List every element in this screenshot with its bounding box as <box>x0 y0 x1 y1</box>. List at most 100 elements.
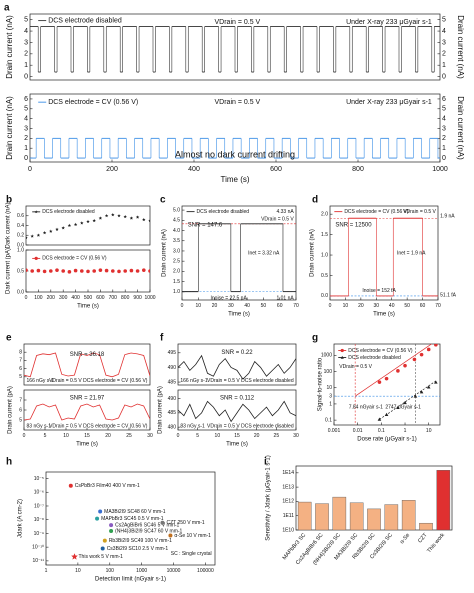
legend-label: DCS electrode disabled <box>42 209 95 215</box>
x-tick-label: 30 <box>228 303 234 309</box>
marker <box>55 227 59 231</box>
point-label: Rb3Bi2I9 SC49 100 V mm-1 <box>109 538 172 544</box>
annotation: Inet = 3.32 nA <box>248 250 280 256</box>
x-tick-label: 500 <box>84 295 93 301</box>
x-tick-label: 0 <box>28 166 32 173</box>
annotation: SNR = 0.112 <box>220 396 255 402</box>
annotation: VDrain = 0.5 V DCS electrode disabled <box>207 378 294 384</box>
x-tick-label: 10 <box>215 433 221 439</box>
y-tick-label: 1.0 <box>17 247 24 253</box>
annotation: SNR = 36.18 <box>70 352 105 358</box>
marker <box>30 234 34 238</box>
y-tick-label: 2 <box>24 135 28 142</box>
bar <box>332 496 347 530</box>
x-axis-label: Dose rate (μGyair s-1) <box>357 437 416 443</box>
y-axis-label: Sensitivity / Jdark (μGyair-1 s-1) <box>266 455 272 540</box>
y2-tick-label: 0 <box>442 155 446 162</box>
marker <box>412 357 417 362</box>
plot-frame <box>23 343 151 386</box>
y-tick-label: 4.0 <box>173 228 180 234</box>
y-tick-label: 1.5 <box>321 232 328 238</box>
annotation: 166 nGy s-1 <box>27 378 54 384</box>
legend-label: DCS electrode = CV (0.56 V) <box>42 256 107 262</box>
annotation: SNR = 0.22 <box>221 350 253 356</box>
marker <box>42 231 47 235</box>
y-tick-label: 0.6 <box>17 213 24 219</box>
x-tick-label: 20 <box>212 303 218 309</box>
bar <box>401 500 416 530</box>
x-tick-label: 800 <box>352 166 364 173</box>
point-label: This work 5 V mm-1 <box>79 554 124 560</box>
y-tick-label: 0.0 <box>17 289 24 295</box>
plot-frame <box>29 93 441 163</box>
plot-frame <box>333 343 441 426</box>
x-axis-label: Time (s) <box>226 442 248 448</box>
marker <box>42 269 47 274</box>
marker <box>168 533 173 538</box>
x-tick-label: 25 <box>274 433 280 439</box>
x-tick-label: 60 <box>277 303 283 309</box>
panel-label: c <box>160 195 166 206</box>
y-tick-label: 5 <box>19 417 22 423</box>
x-tick-label: 70 <box>293 303 299 309</box>
marker <box>396 369 400 373</box>
annotation: VDrain = 0.5 V <box>215 19 261 26</box>
y-tick-label: 5 <box>24 106 28 113</box>
annotation: SNR = 21.97 <box>70 396 105 402</box>
x-tick-label: 0 <box>25 295 28 301</box>
bar <box>297 501 312 530</box>
marker <box>67 270 72 274</box>
bar <box>436 470 451 530</box>
marker <box>384 376 389 381</box>
legend-label: DCS electrode disabled <box>348 355 401 361</box>
y2-tick-label: 2 <box>442 51 446 58</box>
marker <box>340 348 344 353</box>
x-tick-label: 30 <box>374 303 380 309</box>
marker <box>61 226 65 230</box>
point-label: Cs3Bi2I9 SC10 2.5 V mm-1 <box>107 546 169 552</box>
y-tick-label: 480 <box>168 424 177 430</box>
annotation: VDrain = 0.5 V <box>339 364 372 370</box>
annotation: 51.1 fA <box>440 293 457 299</box>
marker <box>49 229 53 233</box>
marker <box>413 394 418 398</box>
plot-area <box>178 354 296 380</box>
marker <box>86 219 90 224</box>
annotation: SNR = 147.6 <box>188 222 223 228</box>
marker <box>384 412 389 417</box>
y-tick-label: 1 <box>24 145 28 152</box>
marker <box>68 483 73 488</box>
y-tick-label: 6 <box>19 407 22 413</box>
plot-area <box>30 137 440 159</box>
y-tick-label: 5 <box>24 17 28 24</box>
plot-area <box>178 400 296 423</box>
y-tick-label: 10⁻¹⁰ <box>32 544 44 550</box>
y-tick-label: 3 <box>24 125 28 132</box>
panel-label: b <box>6 195 12 206</box>
annotation: VDrain = 0.5 V DCS electrode = CV (0.56 … <box>49 378 148 384</box>
point-label: MA3Bi2I9 SC48 60 V mm-1 <box>104 509 166 515</box>
x-tick-label: 50 <box>404 303 410 309</box>
bar <box>315 503 329 530</box>
y-tick-label: 10⁻⁷ <box>34 503 44 509</box>
bar <box>384 504 399 530</box>
x-tick-label: 70 <box>435 303 441 309</box>
y-tick-label: 1E13 <box>282 484 294 490</box>
marker <box>36 233 41 237</box>
legend-label: DCS electrode disabled <box>48 17 122 24</box>
panel-label: d <box>312 195 318 206</box>
marker <box>377 417 382 421</box>
plot-frame <box>181 205 297 301</box>
point-label: MAPbBr3 SC45 0.5 V mm-1 <box>101 516 164 522</box>
x-tick-label: 900 <box>133 295 142 301</box>
x-tick-label: 10 <box>426 428 432 434</box>
marker <box>95 516 100 521</box>
y-tick-label: 10⁻⁶ <box>34 490 44 496</box>
y-axis-label: Drain current (pA) <box>8 386 14 434</box>
y-tick-label: 0 <box>24 155 28 162</box>
x-tick-label: 100000 <box>197 568 214 574</box>
plot-area <box>297 470 451 530</box>
x-axis-label: Time (s) <box>76 442 98 448</box>
marker <box>104 268 109 273</box>
